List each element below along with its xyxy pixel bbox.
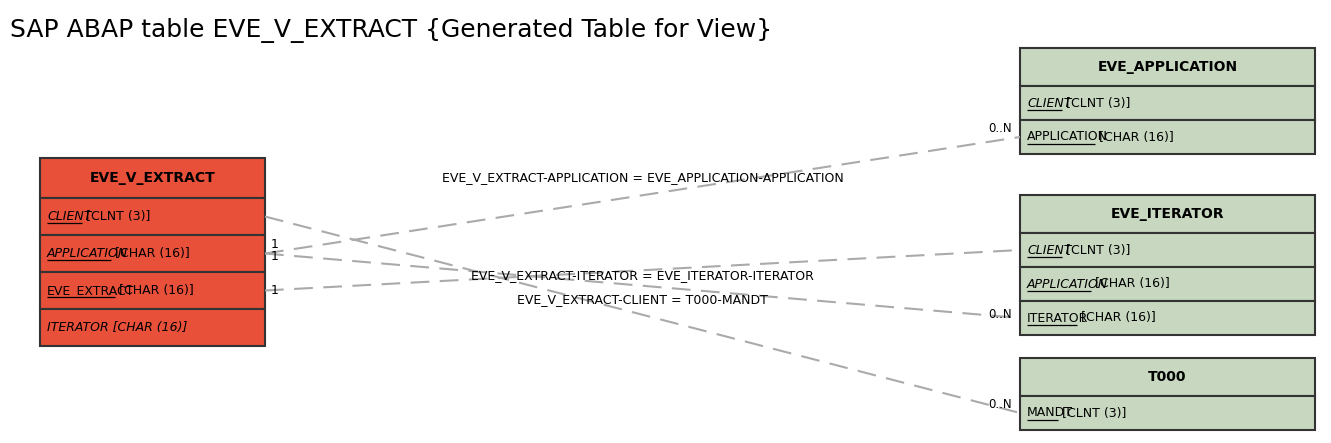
Bar [1020,396,1315,430]
Text: EVE_V_EXTRACT-APPLICATION = EVE_APPLICATION-APPLICATION: EVE_V_EXTRACT-APPLICATION = EVE_APPLICAT… [442,171,844,184]
Text: EVE_EXTRACT: EVE_EXTRACT [47,284,134,297]
Bar [1020,86,1315,120]
Text: [CLNT (3)]: [CLNT (3)] [1058,407,1126,420]
Text: [CHAR (16)]: [CHAR (16)] [1095,131,1174,144]
Text: EVE_V_EXTRACT-ITERATOR = EVE_ITERATOR-ITERATOR: EVE_V_EXTRACT-ITERATOR = EVE_ITERATOR-IT… [471,269,815,282]
Text: 1: 1 [272,250,280,263]
Text: APPLICATION: APPLICATION [1028,277,1109,291]
Text: CLIENT: CLIENT [1028,244,1071,256]
Text: CLIENT: CLIENT [47,210,92,223]
Text: CLIENT: CLIENT [1028,97,1071,109]
Text: [CHAR (16)]: [CHAR (16)] [1091,277,1170,291]
Bar [1020,267,1315,301]
Text: [CLNT (3)]: [CLNT (3)] [81,210,150,223]
Text: [CLNT (3)]: [CLNT (3)] [1062,244,1130,256]
Bar [1020,120,1315,154]
Text: 0..N: 0..N [989,399,1012,412]
Bar [1020,233,1315,267]
Text: APPLICATION: APPLICATION [1028,131,1107,144]
Text: 0..N: 0..N [989,123,1012,136]
Text: 1: 1 [272,284,280,297]
Text: EVE_APPLICATION: EVE_APPLICATION [1098,60,1238,74]
Text: EVE_V_EXTRACT: EVE_V_EXTRACT [89,171,216,185]
Text: SAP ABAP table EVE_V_EXTRACT {Generated Table for View}: SAP ABAP table EVE_V_EXTRACT {Generated … [11,18,772,43]
Bar [1020,301,1315,335]
Text: APPLICATION: APPLICATION [47,247,128,260]
Text: EVE_ITERATOR: EVE_ITERATOR [1110,207,1225,221]
Bar [1020,358,1315,396]
Text: EVE_V_EXTRACT-CLIENT = T000-MANDT: EVE_V_EXTRACT-CLIENT = T000-MANDT [516,293,768,306]
Text: [CHAR (16)]: [CHAR (16)] [1077,311,1155,325]
Text: T000: T000 [1149,370,1187,384]
Text: [CHAR (16)]: [CHAR (16)] [110,247,189,260]
Bar [40,198,265,235]
Bar [1020,195,1315,233]
Bar [40,235,265,272]
Text: ITERATOR: ITERATOR [1028,311,1089,325]
Bar [40,309,265,346]
Bar [1020,48,1315,86]
Text: MANDT: MANDT [1028,407,1073,420]
Bar [40,272,265,309]
Text: 0..N: 0..N [989,307,1012,320]
Text: [CLNT (3)]: [CLNT (3)] [1062,97,1130,109]
Text: ITERATOR [CHAR (16)]: ITERATOR [CHAR (16)] [47,321,188,334]
Text: 1: 1 [272,238,280,251]
Bar [40,158,265,198]
Text: [CHAR (16)]: [CHAR (16)] [116,284,194,297]
